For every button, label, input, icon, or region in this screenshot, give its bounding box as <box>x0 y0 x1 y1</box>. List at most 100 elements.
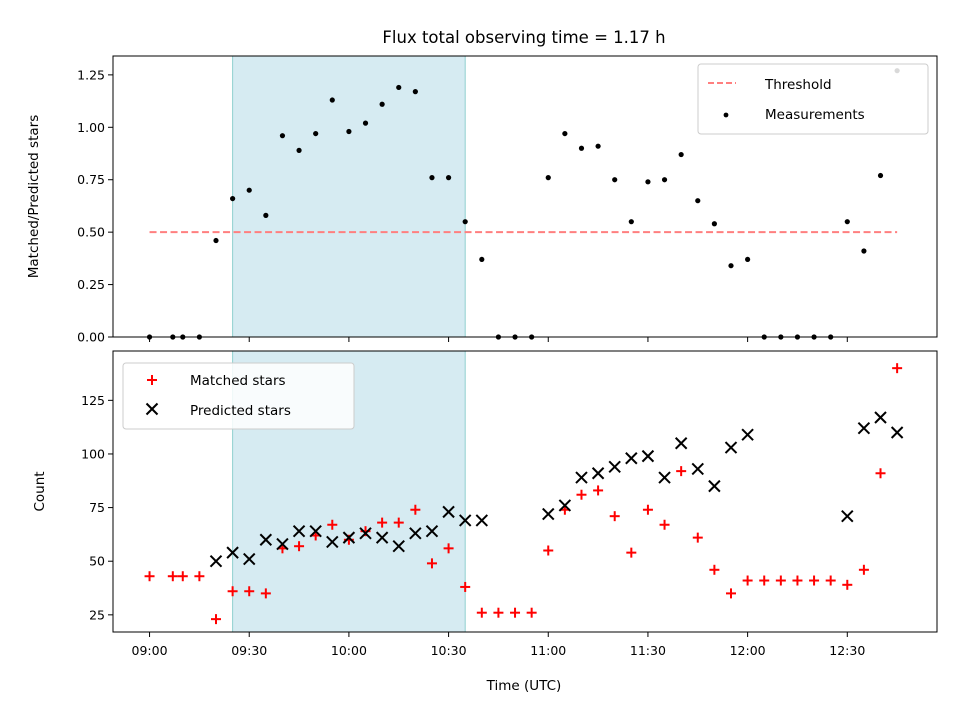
legend-predicted-label: Predicted stars <box>190 403 291 419</box>
predicted-stars-point <box>542 507 555 521</box>
measurement-point <box>645 179 651 185</box>
predicted-stars-point <box>276 537 289 551</box>
predicted-stars-point <box>209 555 223 568</box>
predicted-stars-point <box>326 535 339 549</box>
legend-measurements-label: Measurements <box>765 107 865 123</box>
predicted-stars-marker-b <box>591 467 605 480</box>
top-y-tick-label: 0.00 <box>77 330 105 345</box>
measurement-point <box>595 143 601 149</box>
measurement-point <box>628 219 634 225</box>
bottom-axes-frame <box>112 350 938 633</box>
legend-matched-swatch <box>147 375 157 385</box>
x-tick-label: 10:30 <box>431 643 467 658</box>
matched-stars-point <box>244 586 255 597</box>
predicted-stars-point <box>359 527 372 540</box>
predicted-stars-point <box>409 527 422 540</box>
predicted-stars-marker-b <box>608 460 621 474</box>
predicted-stars-point <box>558 499 572 512</box>
matched-stars-point <box>875 468 886 479</box>
predicted-stars-point <box>475 514 489 527</box>
measurement-point <box>362 120 369 126</box>
bottom-y-tick-label: 125 <box>81 393 105 408</box>
matched-stars-point <box>692 532 703 543</box>
measurement-point <box>661 177 668 183</box>
predicted-stars-marker-b <box>409 527 422 540</box>
x-tick-label: 11:00 <box>530 643 566 658</box>
predicted-stars-marker-b <box>658 471 671 484</box>
matched-stars-point <box>144 571 155 582</box>
x-tick-label: 10:00 <box>331 643 367 658</box>
predicted-stars-point <box>857 422 871 435</box>
measurement-point <box>346 128 352 135</box>
matched-stars-point <box>543 545 554 556</box>
predicted-stars-marker-b <box>359 527 372 540</box>
matched-stars-point <box>260 588 271 599</box>
predicted-stars-point <box>874 411 887 424</box>
x-tick-label: 11:30 <box>630 643 666 658</box>
predicted-stars-point <box>658 471 671 484</box>
predicted-stars-marker-b <box>841 509 854 523</box>
matched-stars-point <box>626 547 637 558</box>
predicted-stars-point <box>375 531 389 544</box>
bottom-legend-box <box>122 362 355 430</box>
predicted-stars-marker-b <box>259 533 273 546</box>
predicted-stars-marker-b <box>276 537 289 551</box>
top-y-tick-label: 0.50 <box>77 225 105 240</box>
matched-stars-point <box>642 504 653 515</box>
matched-stars-point <box>294 541 305 552</box>
matched-stars-point <box>726 588 736 599</box>
predicted-stars-point <box>243 552 256 566</box>
predicted-stars-point <box>575 471 588 484</box>
matched-stars-point <box>410 504 421 515</box>
matched-stars-point <box>742 575 753 586</box>
matched-stars-point <box>327 519 338 530</box>
bottom-legend: Matched stars Predicted stars <box>122 362 355 430</box>
legend-predicted-swatch <box>145 402 159 416</box>
matched-stars-point <box>460 581 471 592</box>
matched-stars-point <box>227 586 238 597</box>
x-tick-label: 12:30 <box>829 643 865 658</box>
predicted-stars-point <box>641 449 655 463</box>
predicted-stars-point <box>591 467 605 480</box>
predicted-stars-point <box>608 460 621 474</box>
measurement-point <box>246 187 252 193</box>
measurement-point <box>379 101 385 107</box>
predicted-stars-point <box>841 509 854 523</box>
predicted-stars-point <box>425 524 439 538</box>
matched-stars-point <box>377 517 388 528</box>
predicted-stars-marker-b <box>392 539 405 553</box>
bottom-y-axis-label: Count <box>32 471 48 511</box>
top-legend-box <box>697 63 929 135</box>
matched-stars-point <box>476 607 487 618</box>
predicted-stars-marker-b <box>442 505 455 519</box>
predicted-stars-marker-b <box>874 411 887 424</box>
top-y-tick-label: 1.00 <box>77 120 105 135</box>
measurement-point <box>445 175 452 181</box>
predicted-stars-point <box>741 428 754 441</box>
legend-threshold-label: Threshold <box>764 77 832 93</box>
predicted-stars-marker-b <box>575 471 588 484</box>
measurement-point <box>230 195 236 202</box>
predicted-stars-marker-b <box>542 507 555 521</box>
measurement-point <box>711 221 717 227</box>
measurement-point <box>678 151 684 158</box>
matched-stars-point <box>443 543 454 554</box>
x-axis-label: Time (UTC) <box>486 678 562 694</box>
matched-stars-point <box>809 575 820 586</box>
predicted-stars-point <box>309 524 322 538</box>
predicted-stars-point <box>392 539 405 553</box>
matched-stars-point <box>167 571 178 582</box>
top-shaded-interval <box>232 55 466 338</box>
predicted-stars-marker-b <box>625 452 638 465</box>
measurement-point <box>745 256 751 263</box>
measurement-point <box>329 97 335 103</box>
matched-stars-point <box>775 575 786 586</box>
measurement-point <box>296 147 302 153</box>
bottom-y-tick-label: 100 <box>81 446 105 461</box>
matched-stars-point <box>759 575 770 586</box>
predicted-stars-marker-b <box>641 449 655 463</box>
matched-stars-point <box>211 614 221 625</box>
measurement-point <box>877 172 884 179</box>
predicted-stars-point <box>226 546 239 559</box>
predicted-stars-marker-b <box>292 524 306 538</box>
